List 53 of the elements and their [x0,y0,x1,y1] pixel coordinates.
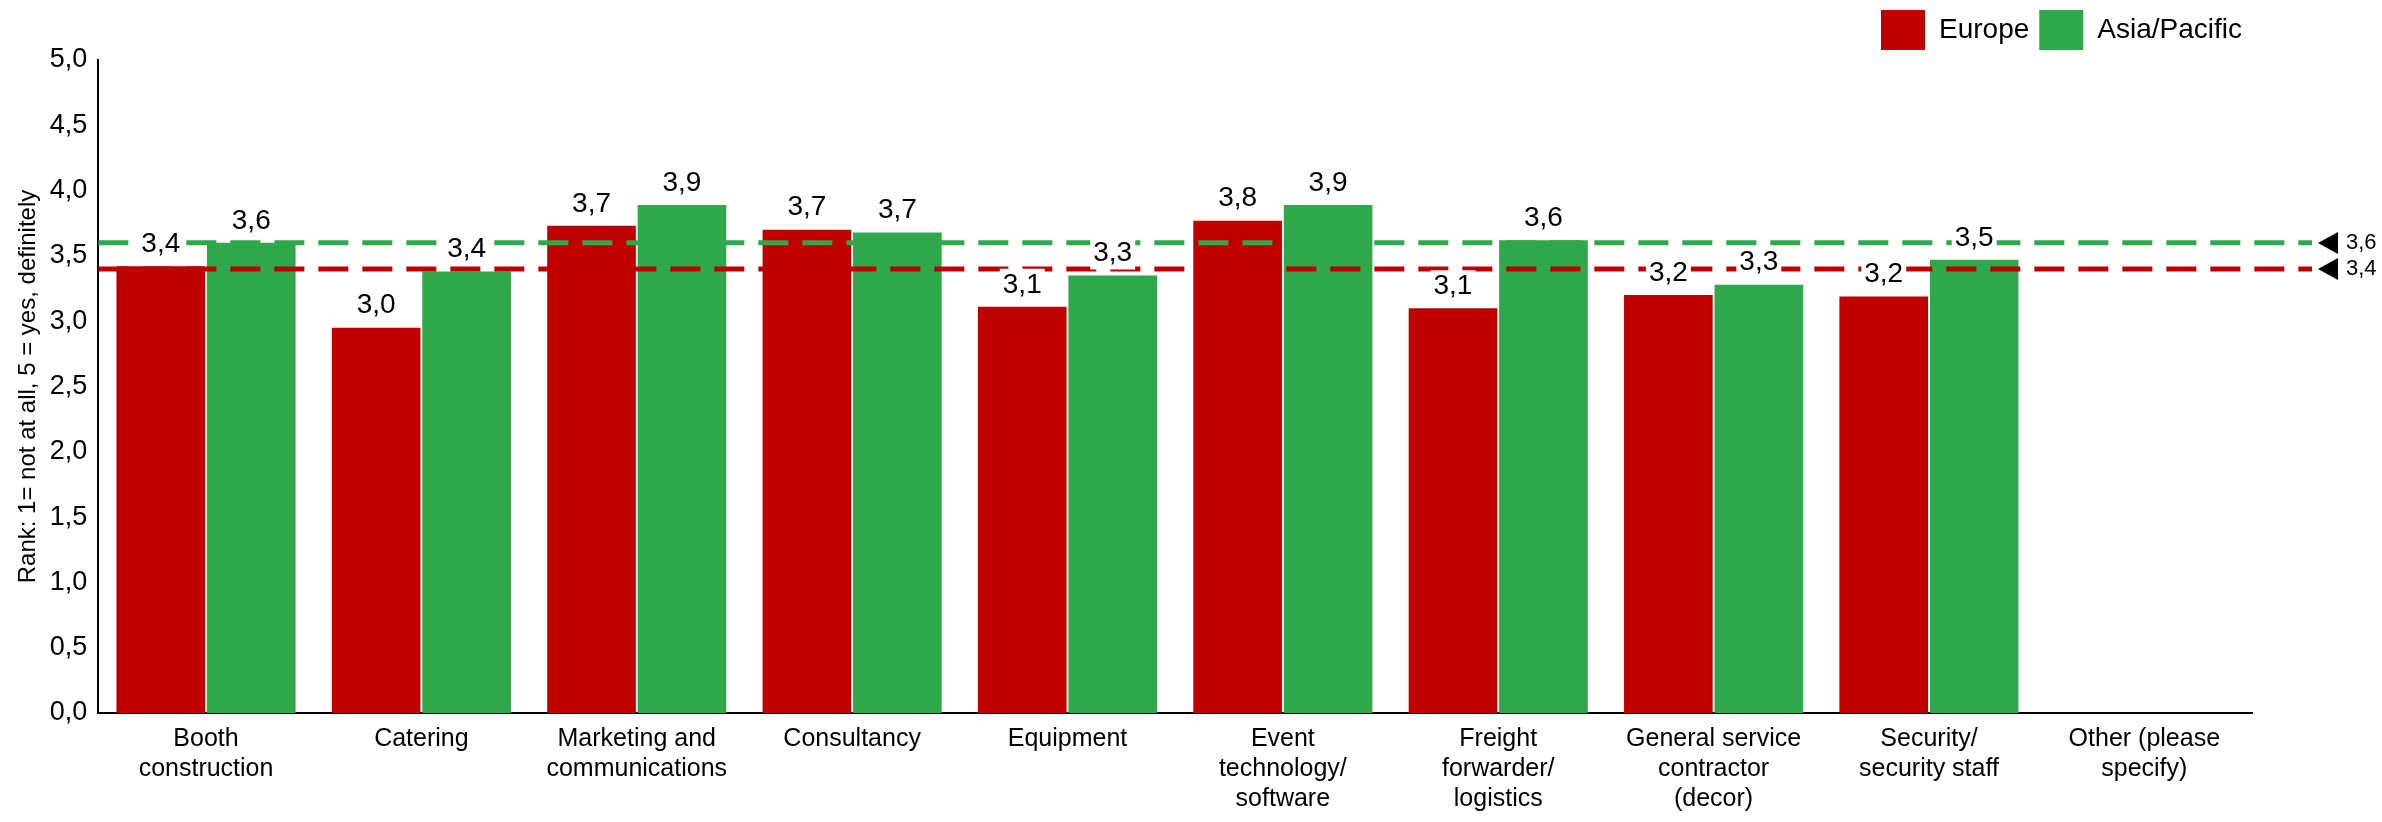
x-tick-label: General service contractor (decor) [1626,722,1802,811]
data-label: 3,7 [787,190,827,222]
y-tick-label: 4,0 [49,174,88,205]
bar [977,306,1067,713]
data-label: 3,0 [356,288,396,320]
data-label: 3,1 [1002,267,1042,299]
data-label: 3,4 [141,227,181,259]
y-tick-label: 3,5 [49,239,88,270]
data-label: 3,2 [1864,257,1904,289]
data-label: 3,7 [877,193,917,225]
ref-line-label: 3,4 [2346,255,2377,281]
y-tick-label: 0,0 [49,696,88,727]
y-tick-label: 3,0 [49,304,88,335]
data-label: 3,8 [1218,181,1258,213]
data-label: 3,6 [1523,200,1563,232]
data-label: 3,7 [572,186,611,218]
bar [1839,296,1929,713]
bar [1068,275,1158,713]
data-label: 3,9 [1308,165,1348,197]
x-tick-label: Booth construction [138,722,274,781]
data-label: 3,4 [447,232,487,264]
y-tick-label: 0,5 [49,631,88,662]
y-tick-label: 1,5 [49,500,88,531]
bar [422,271,511,713]
data-label: 3,6 [231,203,271,235]
x-tick-label: Equipment [1007,722,1128,751]
y-tick-label: 1,0 [49,565,88,596]
y-tick-label: 4,5 [49,108,88,139]
x-tick-label: Catering [374,722,469,751]
x-tick-label: Consultancy [783,722,922,751]
bar [1408,308,1498,713]
legend-label: Europe [1938,12,2030,44]
x-tick-label: Freight forwarder/ logistics [1441,722,1555,811]
data-label: 3,3 [1739,245,1779,277]
data-label: 3,5 [1954,220,1994,252]
x-tick-label: Security/ security staff [1859,722,1999,781]
bar [331,327,421,713]
bar [1624,295,1713,713]
y-tick-label: 2,5 [49,369,88,400]
data-label: 3,9 [662,165,702,197]
y-tick-label: 5,0 [49,43,88,74]
x-tick-label: Other (please specify) [2068,722,2221,781]
bar [1929,259,2019,713]
legend-label: Asia/Pacific [2097,12,2242,44]
data-label: 3,1 [1433,268,1473,300]
y-tick-label: 2,0 [49,435,88,466]
ref-line-label: 3,6 [2346,228,2377,254]
data-label: 3,3 [1093,236,1133,268]
data-label: 3,2 [1648,255,1688,287]
bar [1714,284,1804,713]
y-axis-title: Rank: 1= not at all, 5 = yes, definitely [13,189,41,584]
x-tick-label: Event technology/ software [1218,722,1347,811]
x-tick-label: Marketing and communications [546,722,728,781]
